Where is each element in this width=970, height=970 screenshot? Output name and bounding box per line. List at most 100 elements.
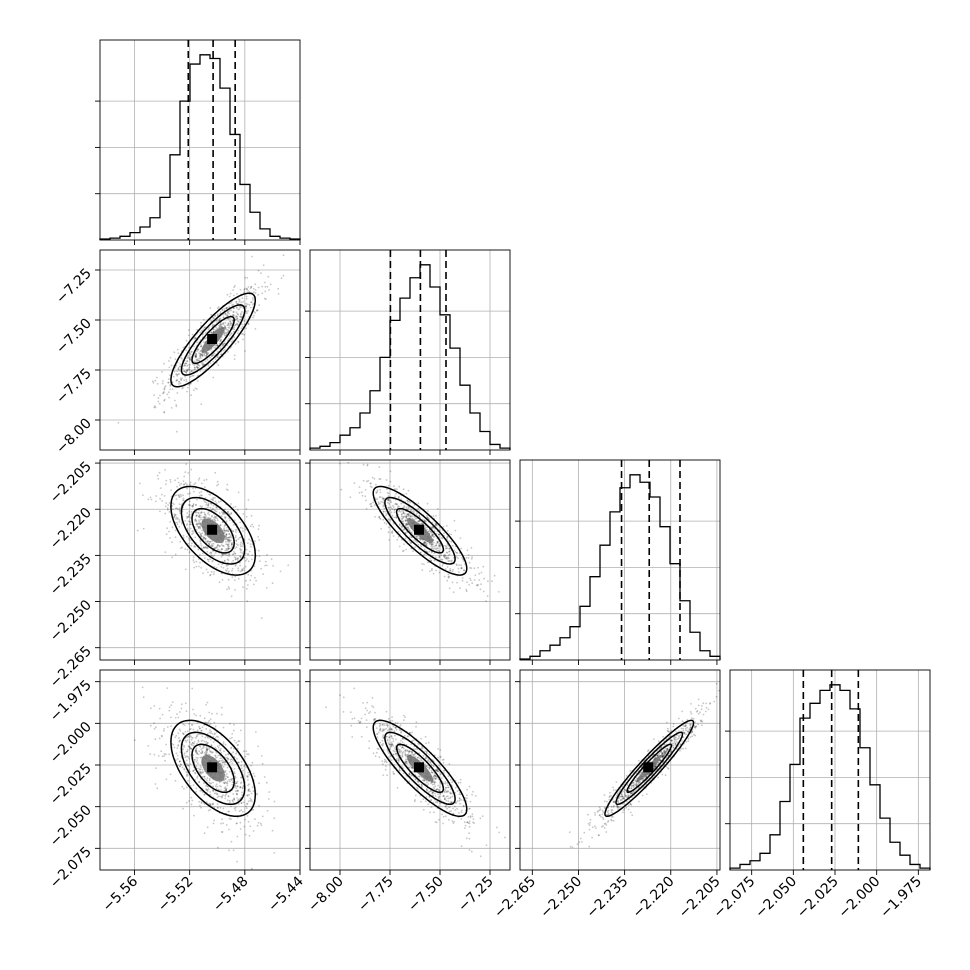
panel-3-2 (515, 669, 721, 875)
sample-point (412, 754, 415, 757)
sample-point (234, 324, 237, 327)
sample-point (423, 563, 425, 566)
sample-point (228, 539, 231, 541)
sample-point (382, 742, 385, 745)
sample-point (387, 484, 390, 487)
sample-point (175, 404, 178, 406)
sample-point (207, 540, 210, 542)
sample-point (425, 788, 428, 790)
sample-point (244, 312, 247, 315)
sample-point (197, 753, 200, 756)
sample-point (183, 370, 186, 373)
sample-point (670, 739, 673, 742)
sample-point (165, 533, 168, 536)
sample-point (232, 524, 235, 526)
sample-point (407, 507, 410, 510)
sample-point (235, 558, 238, 560)
sample-point (250, 301, 253, 304)
sample-point (252, 830, 255, 832)
sample-point (213, 721, 216, 724)
sample-point (192, 532, 195, 535)
sample-point (458, 812, 460, 814)
sample-point (138, 482, 141, 485)
sample-point (402, 772, 405, 775)
sample-point (220, 785, 222, 788)
sample-point (169, 383, 172, 386)
sample-point (247, 788, 250, 791)
sample-point (372, 706, 375, 709)
sample-point (203, 752, 206, 754)
sample-point (433, 552, 436, 554)
sample-point (212, 741, 215, 743)
sample-point (181, 546, 184, 549)
sample-point (258, 524, 260, 527)
sample-point (181, 522, 183, 525)
sample-point (207, 516, 210, 519)
sample-point (156, 474, 159, 477)
sample-point (227, 511, 229, 513)
sample-point (189, 728, 192, 730)
sample-point (196, 514, 198, 517)
sample-point (224, 524, 227, 527)
sample-point (220, 548, 223, 550)
sample-point (190, 724, 193, 726)
sample-point (216, 484, 218, 487)
sample-point (400, 513, 403, 516)
sample-point (226, 766, 229, 769)
sample-point (224, 327, 227, 329)
sample-point (242, 786, 245, 788)
sample-point (657, 754, 660, 756)
sample-point (207, 788, 210, 790)
sample-point (447, 790, 449, 792)
sample-point (205, 721, 208, 724)
sample-point (418, 537, 421, 540)
sample-point (434, 769, 437, 771)
sample-point (377, 748, 380, 750)
sample-point (184, 568, 187, 571)
sample-point (213, 565, 216, 568)
sample-point (368, 747, 370, 750)
sample-point (230, 536, 233, 539)
sample-point (188, 746, 191, 749)
sample-point (413, 511, 415, 513)
sample-point (224, 537, 227, 540)
sample-point (206, 785, 209, 788)
sample-point (206, 540, 209, 543)
sample-point (379, 728, 382, 731)
sample-point (224, 328, 227, 331)
sample-point (191, 542, 193, 545)
sample-point (196, 735, 198, 737)
sample-point (468, 584, 470, 586)
sample-point (353, 717, 356, 720)
sample-point (207, 736, 209, 739)
sample-point (391, 530, 394, 533)
sample-point (187, 356, 189, 359)
sample-point (460, 817, 463, 820)
sample-point (418, 520, 421, 522)
sample-point (198, 516, 201, 519)
sample-point (209, 517, 212, 520)
sample-point (221, 761, 224, 763)
sample-point (468, 807, 471, 810)
sample-point (438, 533, 440, 536)
sample-point (210, 744, 213, 746)
sample-point (660, 751, 663, 753)
sample-point (444, 805, 447, 808)
sample-point (192, 556, 195, 559)
sample-point (417, 742, 420, 745)
sample-point (249, 306, 252, 309)
sample-point (229, 801, 231, 804)
sample-point (359, 720, 362, 723)
sample-point (247, 573, 250, 576)
sample-point (216, 344, 219, 347)
sample-point (378, 478, 381, 480)
sample-point (396, 722, 399, 724)
peak-marker (207, 334, 218, 344)
sample-point (178, 496, 181, 499)
sample-point (166, 527, 169, 530)
sample-point (351, 736, 354, 738)
sample-point (378, 725, 381, 728)
sample-point (672, 723, 675, 725)
sample-point (237, 308, 240, 311)
sample-point (189, 523, 192, 526)
